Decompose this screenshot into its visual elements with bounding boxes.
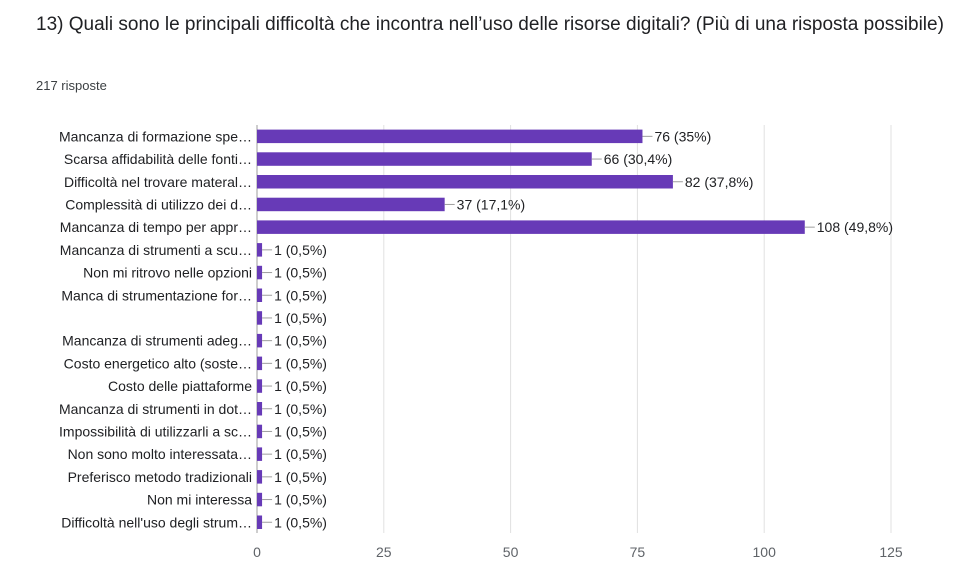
category-label: Costo energetico alto (soste…: [64, 355, 252, 371]
category-label: Manca di strumentazione for…: [61, 287, 252, 303]
bar: [257, 515, 263, 529]
bars: [257, 129, 805, 529]
category-label: Complessità di utilizzo dei d…: [65, 196, 252, 212]
bar: [257, 447, 263, 461]
bar: [257, 197, 445, 212]
bar: [257, 470, 263, 484]
bar: [257, 288, 263, 302]
x-tick-label: 50: [503, 544, 519, 560]
bar: [257, 379, 263, 393]
value-label: 1 (0,5%): [274, 333, 327, 349]
category-label: Impossibilità di utilizzarli a sc…: [59, 423, 252, 439]
bar: [257, 265, 263, 280]
category-label: Costo delle piattaforme: [108, 378, 252, 394]
value-label: 66 (30,4%): [604, 151, 672, 167]
bar: [257, 175, 673, 189]
value-label: 1 (0,5%): [274, 355, 327, 371]
bar: [257, 424, 263, 439]
bar: [257, 152, 592, 166]
value-label: 1 (0,5%): [274, 446, 327, 462]
category-label: Difficoltà nel trovare materal…: [64, 174, 252, 190]
category-label: Non mi interessa: [147, 492, 252, 508]
value-label: 1 (0,5%): [274, 310, 327, 326]
category-labels: Mancanza di formazione spe… Scarsa affida…: [59, 128, 252, 530]
value-label: 1 (0,5%): [274, 265, 327, 281]
category-label: Mancanza di strumenti a scu…: [60, 242, 252, 258]
value-label: 108 (49,8%): [817, 219, 893, 235]
category-label: Mancanza di formazione spe…: [59, 128, 252, 144]
bar: [257, 333, 263, 348]
value-label: 1 (0,5%): [274, 423, 327, 439]
value-label: 1 (0,5%): [274, 492, 327, 508]
bar: [257, 129, 643, 144]
bar: [257, 402, 263, 416]
response-count: 217 risposte: [36, 78, 107, 93]
category-label: Preferisco metodo tradizionali: [68, 469, 252, 485]
x-tick-label: 0: [253, 544, 261, 560]
bar: [257, 243, 263, 257]
category-label: Mancanza di strumenti in dot…: [59, 401, 252, 417]
x-tick-label: 125: [879, 544, 903, 560]
value-label: 1 (0,5%): [274, 242, 327, 258]
category-label: Scarsa affidabilità delle fonti…: [64, 151, 252, 167]
bar: [257, 492, 263, 507]
category-label: Mancanza di tempo per appr…: [60, 219, 252, 235]
value-labels: 76 (35%) 66 (30,4%) 82 (37,8%) 37 (17,1%) 10…: [262, 128, 893, 530]
x-axis-ticks: 0 25 50 75 100 125: [253, 544, 903, 560]
question-title: 13) Quali sono le principali difficoltà …: [36, 14, 944, 35]
value-label: 37 (17,1%): [457, 196, 525, 212]
bar: [257, 356, 263, 371]
x-tick-label: 75: [630, 544, 646, 560]
bar: [257, 311, 263, 325]
bar: [257, 220, 805, 234]
category-label: Difficoltà nell'uso degli strum…: [61, 514, 252, 530]
x-tick-label: 25: [376, 544, 392, 560]
category-label: Non sono molto interessata…: [68, 446, 252, 462]
grid-lines: [256, 125, 892, 533]
value-label: 82 (37,8%): [685, 174, 753, 190]
value-label: 1 (0,5%): [274, 287, 327, 303]
category-label: Non mi ritrovo nelle opzioni: [83, 265, 252, 281]
value-label: 1 (0,5%): [274, 469, 327, 485]
category-label: Mancanza di strumenti adeg…: [62, 333, 252, 349]
value-label: 76 (35%): [654, 128, 711, 144]
value-label: 1 (0,5%): [274, 514, 327, 530]
x-tick-label: 100: [753, 544, 777, 560]
value-label: 1 (0,5%): [274, 378, 327, 394]
value-label: 1 (0,5%): [274, 401, 327, 417]
